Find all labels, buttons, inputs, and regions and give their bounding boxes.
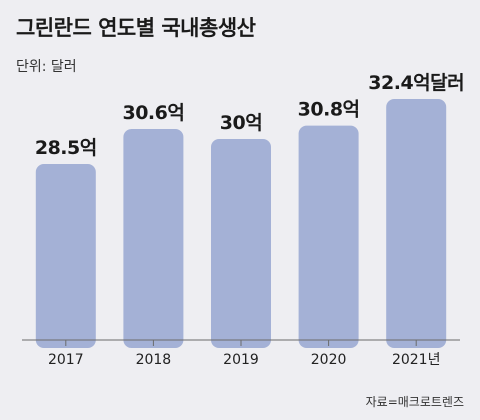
bar-0: [35, 164, 96, 348]
bar-4: [386, 99, 447, 348]
bar-3: [298, 125, 359, 349]
data-label-1: 30.6억: [122, 102, 184, 124]
x-tick-label-0: 2017: [48, 352, 84, 368]
x-tick-label-2: 2019: [223, 352, 259, 368]
x-tick-label-1: 2018: [136, 352, 172, 368]
bar-2: [211, 139, 271, 348]
data-label-3: 30.8억: [298, 99, 360, 121]
data-label-0: 28.5억: [35, 137, 97, 159]
unit-label: 단위: 달러: [16, 59, 77, 75]
bar-1: [123, 129, 184, 348]
x-tick-label-3: 2020: [311, 352, 347, 368]
x-tick-label-4: 2021년: [392, 352, 441, 368]
data-label-4: 32.4억달러: [368, 72, 464, 94]
chart-title: 그린란드 연도별 국내총생산: [16, 16, 256, 40]
data-label-2: 30억: [220, 112, 262, 134]
source-note: 자료=매크로트렌즈: [365, 395, 464, 409]
